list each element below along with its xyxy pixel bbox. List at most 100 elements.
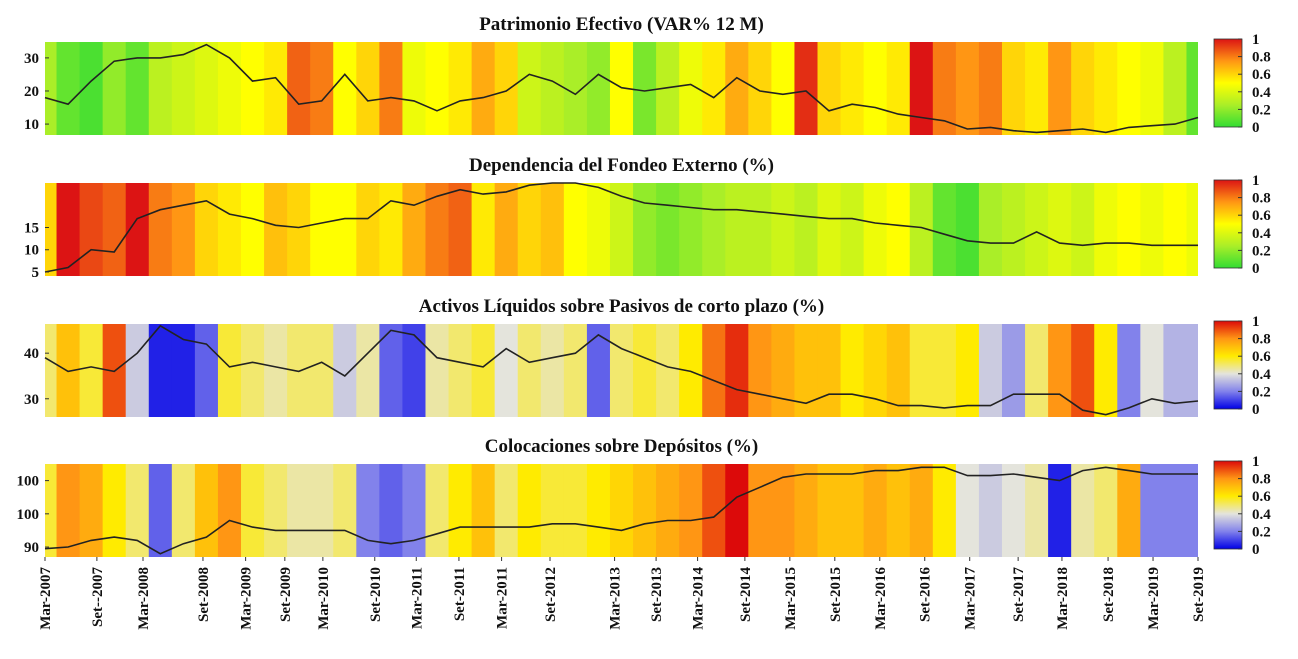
heat-cell	[148, 464, 173, 557]
colorbar-label: 0.8	[1252, 50, 1271, 66]
heat-cell	[1140, 324, 1165, 417]
heat-cell	[448, 324, 473, 417]
heat-cell	[863, 183, 888, 276]
heat-cell	[609, 183, 634, 276]
y-tick-label: 10	[24, 243, 39, 259]
heat-cell	[1163, 183, 1188, 276]
heat-cell	[402, 42, 427, 135]
heat-cell	[978, 183, 1003, 276]
heat-cell	[333, 183, 357, 276]
x-tick-label: Mar-2010	[316, 567, 332, 630]
heat-cell	[840, 464, 865, 557]
colorbar-label: 1	[1252, 314, 1260, 330]
colorbar-label: 0.4	[1252, 367, 1271, 383]
x-tick-label: Set-2011	[452, 567, 468, 621]
heat-cell	[102, 183, 127, 276]
colorbar-label: 0.4	[1252, 85, 1271, 101]
colorbar	[1213, 179, 1243, 269]
heat-cell	[1186, 42, 1198, 135]
x-tick-label: Set-2018	[1101, 567, 1117, 622]
colorbar-label: 0.6	[1252, 349, 1271, 365]
heat-cell	[748, 464, 772, 557]
heat-cell	[1117, 183, 1141, 276]
heat-cell	[679, 42, 703, 135]
x-tick-label: Set-2015	[828, 567, 844, 622]
heat-cell	[402, 183, 427, 276]
heat-cell	[863, 324, 888, 417]
y-tick-label: 100	[17, 507, 40, 523]
heat-cell	[1117, 324, 1141, 417]
heat-cell	[886, 183, 911, 276]
heat-cell	[771, 464, 796, 557]
heat-cell	[1094, 324, 1118, 417]
panel-title: Patrimonio Efectivo (VAR% 12 M)	[479, 14, 764, 35]
heat-cell	[241, 324, 265, 417]
heat-cell	[563, 324, 588, 417]
heat-cell	[679, 464, 703, 557]
heat-cell	[45, 324, 58, 417]
heat-cell	[978, 324, 1003, 417]
heatmap	[45, 42, 1198, 135]
heat-cell	[402, 324, 427, 417]
y-tick-label: 100	[17, 474, 40, 490]
heat-cell	[840, 324, 865, 417]
heat-cell	[725, 324, 749, 417]
heat-cell	[1186, 183, 1198, 276]
heat-cell	[171, 324, 196, 417]
heat-cell	[771, 183, 796, 276]
heat-cell	[217, 324, 242, 417]
y-tick-label: 5	[32, 265, 40, 281]
colorbar-label: 1	[1252, 32, 1260, 48]
heat-cell	[79, 183, 104, 276]
heat-cell	[356, 42, 380, 135]
heat-cell	[932, 42, 957, 135]
heat-cell	[194, 324, 219, 417]
colorbar-label: 0	[1252, 542, 1260, 558]
heat-cell	[402, 464, 427, 557]
heat-cell	[909, 42, 934, 135]
heat-cell	[794, 324, 819, 417]
colorbar-label: 0.2	[1252, 102, 1271, 118]
line	[44, 466, 1198, 555]
x-tick-label: Mar-2008	[136, 567, 152, 630]
heat-cell	[955, 183, 980, 276]
heat-cell	[425, 42, 450, 135]
x-tick-label: Mar-2011	[409, 567, 425, 629]
heat-cell	[909, 464, 934, 557]
heat-cell	[586, 42, 611, 135]
x-tick-label: Set-2009	[278, 567, 294, 622]
heat-cell	[633, 464, 657, 557]
heat-cell	[517, 324, 542, 417]
colorbar	[1213, 460, 1243, 550]
heat-cell	[1001, 183, 1026, 276]
heat-cell	[125, 183, 150, 276]
x-tick-label: Mar-2007	[38, 567, 54, 630]
heat-cell	[1071, 183, 1095, 276]
colorbar-label: 0.8	[1252, 472, 1271, 488]
heat-cell	[217, 42, 242, 135]
heat-cell	[702, 183, 726, 276]
heat-cell	[540, 324, 565, 417]
heat-cell	[217, 464, 242, 557]
heat-cell	[609, 324, 634, 417]
heat-cell	[817, 324, 842, 417]
line	[44, 182, 1198, 273]
heat-cell	[264, 324, 288, 417]
heat-cell	[886, 464, 911, 557]
x-tick-label: Mar-2013	[608, 567, 624, 630]
colorbar-label: 0.2	[1252, 384, 1271, 400]
y-tick-label: 20	[24, 84, 39, 100]
heat-cell	[194, 464, 219, 557]
panel-title: Activos Líquidos sobre Pasivos de corto …	[419, 296, 825, 317]
heat-cell	[633, 183, 657, 276]
heat-cell	[540, 42, 565, 135]
heat-cell	[79, 42, 104, 135]
heat-cell	[448, 42, 473, 135]
heat-cell	[1071, 464, 1095, 557]
x-tick-label: Mar-2018	[1055, 567, 1071, 630]
heat-cell	[79, 324, 104, 417]
heat-cell	[125, 324, 150, 417]
heat-cell	[748, 324, 772, 417]
x-tick-label: Set-2013	[649, 567, 665, 622]
